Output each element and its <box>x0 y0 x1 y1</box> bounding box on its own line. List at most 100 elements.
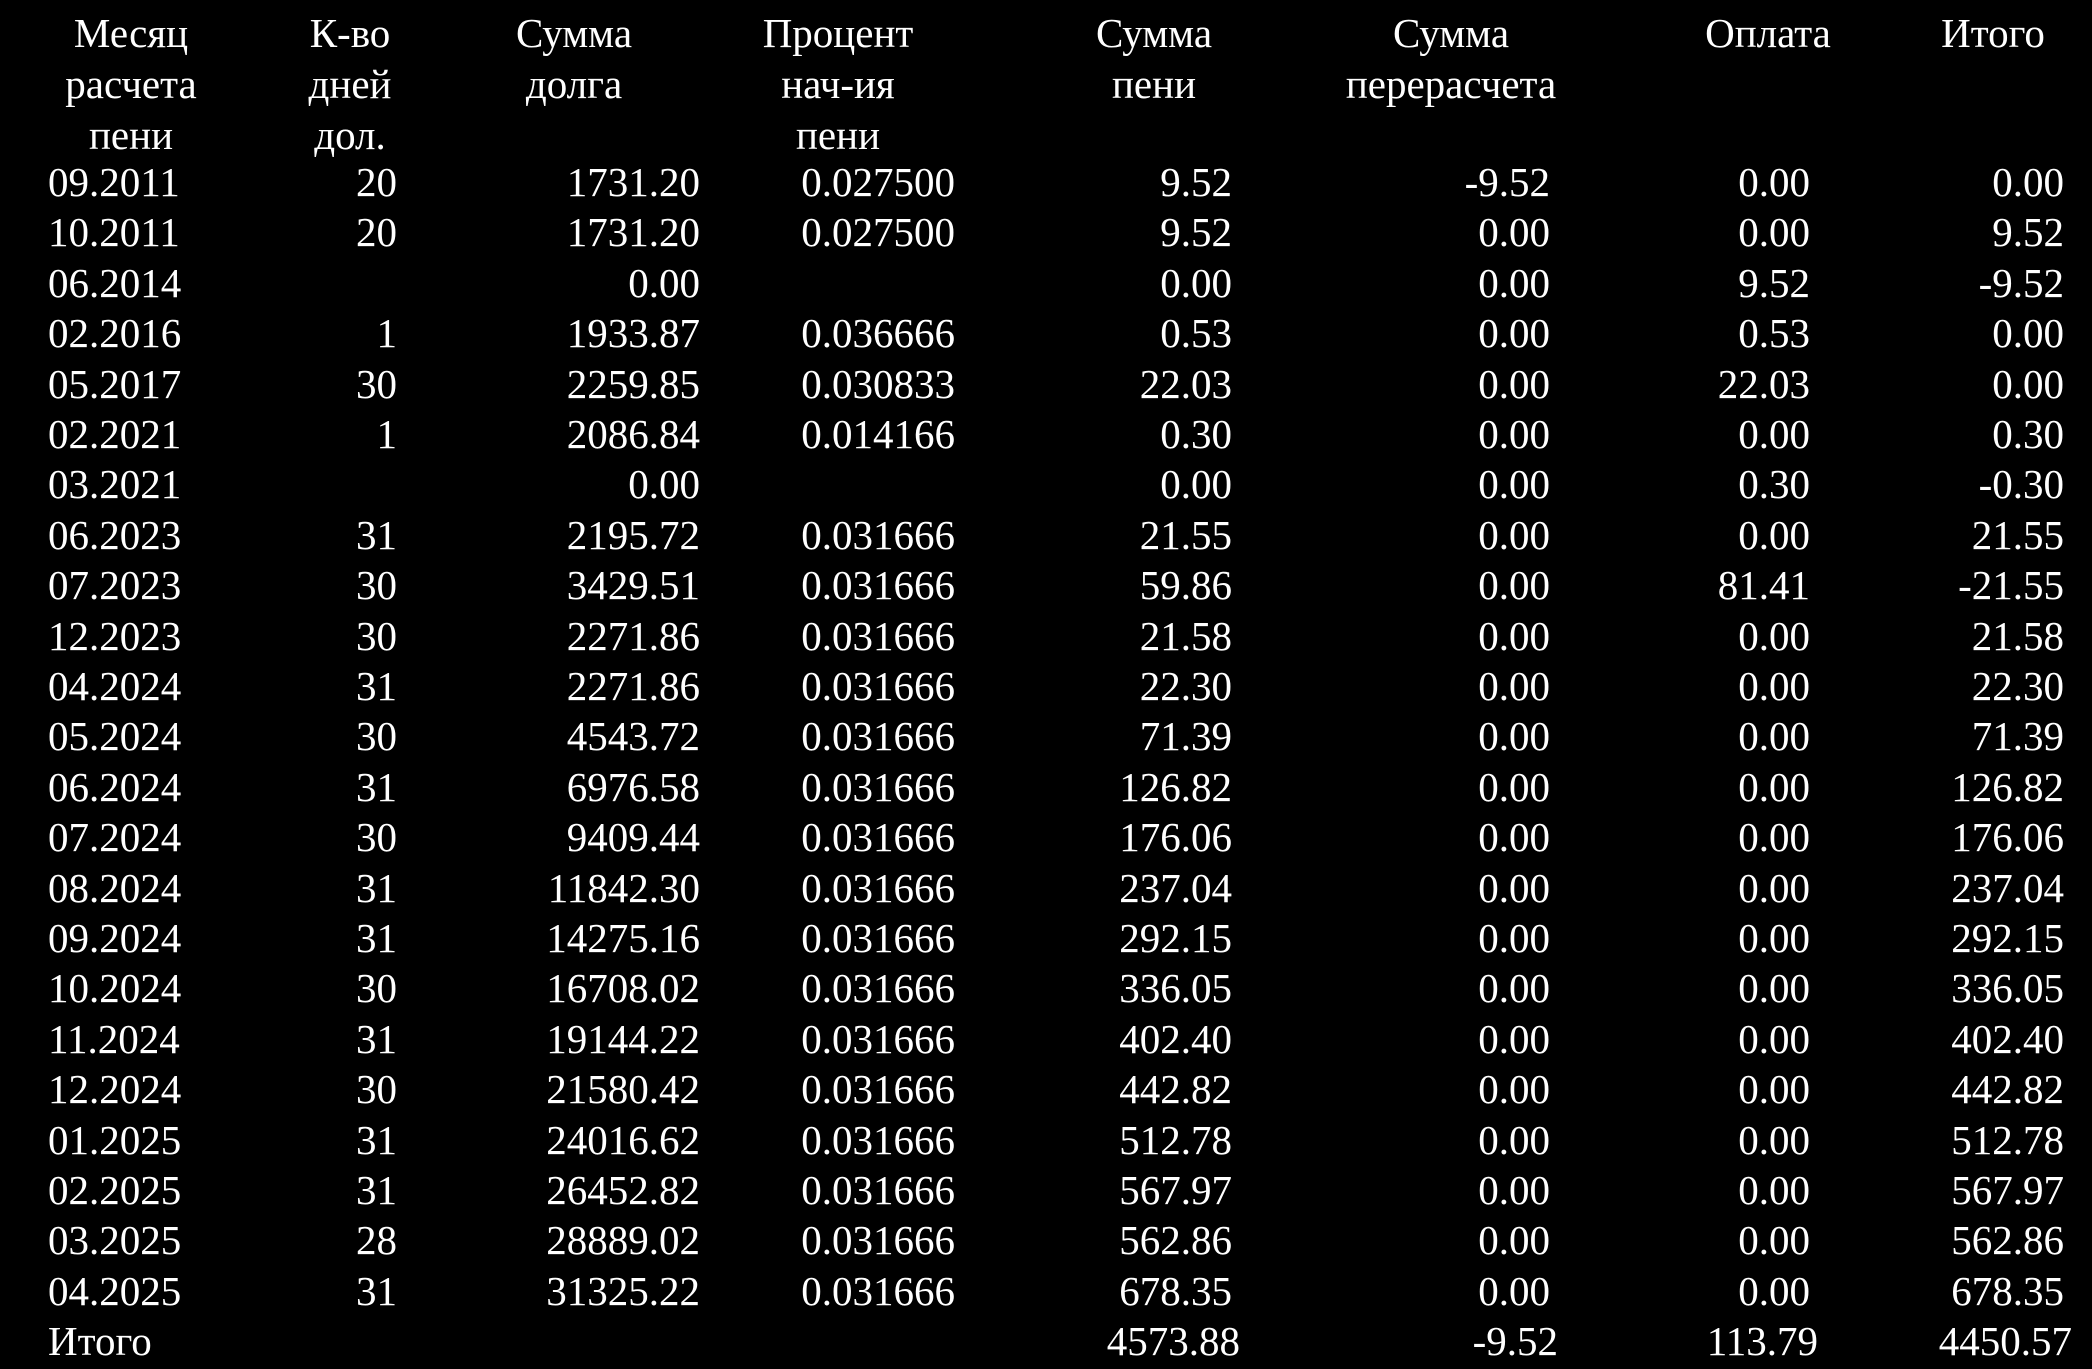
row-debt-amount: 31325.22 <box>546 1267 700 1314</box>
row-debt-days: 1 <box>376 310 398 357</box>
row-payment: 0.00 <box>1738 864 1810 911</box>
row-month: 07.2023 <box>48 562 182 609</box>
row-penalty-rate: 0.031666 <box>801 1015 955 1062</box>
row-recalc-amount: -9.52 <box>1464 159 1550 205</box>
row-penalty-rate: 0.014166 <box>801 411 955 457</box>
row-debt-days: 20 <box>356 159 397 205</box>
row-debt-days: 31 <box>356 864 397 911</box>
row-penalty-rate: 0.031666 <box>801 713 955 760</box>
row-recalc-amount: 0.00 <box>1478 411 1550 457</box>
row-penalty-rate: 0.036666 <box>801 310 955 357</box>
row-recalc-amount: 0.00 <box>1478 259 1550 306</box>
row-penalty-amount: 126.82 <box>1119 763 1232 810</box>
row-month: 03.2021 <box>48 461 182 508</box>
row-payment: 0.00 <box>1738 1217 1810 1264</box>
row-penalty-rate: 0.031666 <box>801 562 955 609</box>
row-month: 05.2024 <box>48 713 182 760</box>
row-recalc-amount: 0.00 <box>1478 461 1550 508</box>
row-debt-amount: 2271.86 <box>566 612 700 659</box>
row-debt-days: 28 <box>356 1217 397 1264</box>
row-debt-days: 31 <box>356 1167 397 1213</box>
row-penalty-rate: 0.031666 <box>801 814 955 861</box>
row-payment: 0.00 <box>1738 511 1810 558</box>
row-debt-amount: 2086.84 <box>566 411 700 457</box>
row-penalty-amount: 21.58 <box>1139 612 1232 659</box>
totals-payment: 113.79 <box>1706 1318 1818 1365</box>
row-debt-amount: 26452.82 <box>546 1167 700 1213</box>
row-debt-amount: 2271.86 <box>566 663 700 709</box>
row-month: 02.2021 <box>48 411 182 457</box>
row-total: 9.52 <box>1992 209 2064 256</box>
row-recalc-amount: 0.00 <box>1478 1066 1550 1113</box>
row-month: 07.2024 <box>48 814 182 861</box>
row-payment: 0.00 <box>1738 1066 1810 1113</box>
row-debt-amount: 21580.42 <box>546 1066 700 1113</box>
row-debt-amount: 24016.62 <box>546 1116 700 1163</box>
row-penalty-amount: 22.03 <box>1139 360 1232 407</box>
row-penalty-rate: 0.031666 <box>801 763 955 810</box>
row-month: 09.2011 <box>48 159 180 205</box>
row-recalc-amount: 0.00 <box>1478 763 1550 810</box>
row-debt-amount: 28889.02 <box>546 1217 700 1264</box>
row-penalty-amount: 0.00 <box>1160 461 1232 508</box>
row-payment: 0.00 <box>1738 1116 1810 1163</box>
row-penalty-rate: 0.031666 <box>801 1267 955 1314</box>
header-debt-amount: долга <box>525 61 623 107</box>
row-month: 12.2023 <box>48 612 182 659</box>
row-debt-days: 31 <box>356 511 397 558</box>
row-penalty-amount: 9.52 <box>1160 159 1232 205</box>
row-penalty-amount: 0.53 <box>1160 310 1232 357</box>
row-debt-amount: 0.00 <box>628 461 700 508</box>
row-payment: 0.00 <box>1738 209 1810 256</box>
row-month: 08.2024 <box>48 864 182 911</box>
row-recalc-amount: 0.00 <box>1478 1267 1550 1314</box>
row-penalty-amount: 0.00 <box>1160 259 1232 306</box>
row-debt-amount: 6976.58 <box>566 763 700 810</box>
row-debt-days: 31 <box>356 763 397 810</box>
row-penalty-amount: 402.40 <box>1119 1015 1232 1062</box>
row-payment: 0.00 <box>1738 915 1810 961</box>
row-total: 292.15 <box>1951 915 2064 961</box>
row-recalc-amount: 0.00 <box>1478 1217 1550 1264</box>
row-month: 01.2025 <box>48 1116 182 1163</box>
row-month: 12.2024 <box>48 1066 182 1113</box>
row-recalc-amount: 0.00 <box>1478 310 1550 357</box>
row-debt-amount: 1731.20 <box>566 159 700 205</box>
row-penalty-amount: 512.78 <box>1119 1116 1232 1163</box>
row-recalc-amount: 0.00 <box>1478 965 1550 1012</box>
row-debt-days: 31 <box>356 1267 397 1314</box>
row-debt-amount: 11842.30 <box>547 864 700 911</box>
row-total: 71.39 <box>1971 713 2064 760</box>
row-month: 05.2017 <box>48 360 182 407</box>
row-total: 176.06 <box>1951 814 2064 861</box>
row-payment: 0.30 <box>1738 461 1810 508</box>
row-recalc-amount: 0.00 <box>1478 209 1550 256</box>
totals-recalc-amount: -9.52 <box>1472 1318 1558 1365</box>
row-debt-amount: 0.00 <box>628 259 700 306</box>
row-month: 06.2024 <box>48 763 182 810</box>
row-payment: 0.00 <box>1738 612 1810 659</box>
row-payment: 0.00 <box>1738 1015 1810 1062</box>
row-recalc-amount: 0.00 <box>1478 1167 1550 1213</box>
row-month: 10.2024 <box>48 965 182 1012</box>
row-penalty-rate: 0.027500 <box>801 209 955 256</box>
row-total: 22.30 <box>1971 663 2064 709</box>
header-debt-amount: Сумма <box>515 10 633 56</box>
header-penalty-amount: Сумма <box>1095 10 1213 56</box>
row-recalc-amount: 0.00 <box>1478 511 1550 558</box>
totals-penalty-amount: 4573.88 <box>1106 1318 1240 1365</box>
totals-total: 4450.57 <box>1938 1318 2072 1365</box>
row-debt-days: 31 <box>356 1015 397 1062</box>
row-total: 0.00 <box>1992 310 2064 357</box>
row-total: 0.00 <box>1992 159 2064 205</box>
row-recalc-amount: 0.00 <box>1478 864 1550 911</box>
row-debt-amount: 1933.87 <box>566 310 700 357</box>
row-total: -9.52 <box>1978 259 2064 306</box>
row-debt-days: 30 <box>356 713 397 760</box>
header-debt-days: К-во <box>309 10 391 56</box>
row-debt-amount: 3429.51 <box>566 562 700 609</box>
row-payment: 81.41 <box>1717 562 1810 609</box>
row-debt-days: 30 <box>356 1066 397 1113</box>
row-penalty-rate: 0.031666 <box>801 1217 955 1264</box>
row-payment: 0.00 <box>1738 663 1810 709</box>
